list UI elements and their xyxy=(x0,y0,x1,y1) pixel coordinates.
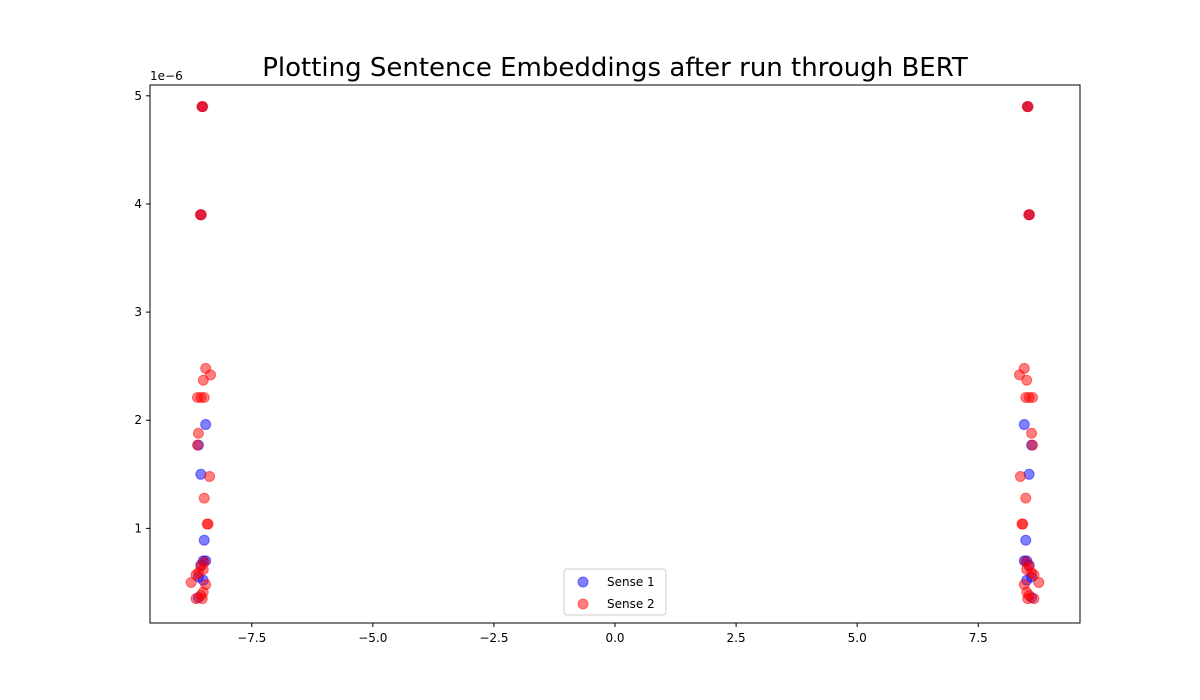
x-tick-label: 5.0 xyxy=(848,631,867,645)
point-sense-2 xyxy=(205,369,217,381)
point-sense-2 xyxy=(1026,427,1038,439)
point-sense-2 xyxy=(1014,470,1026,482)
x-tick-label: −5.0 xyxy=(358,631,387,645)
x-tick-label: −7.5 xyxy=(237,631,266,645)
point-sense-1 xyxy=(1020,534,1032,546)
y-tick-label: 1 xyxy=(134,521,142,535)
point-sense-2 xyxy=(198,492,210,504)
point-sense-2 xyxy=(1021,101,1033,113)
point-sense-2 xyxy=(1020,392,1032,404)
point-sense-2 xyxy=(1021,374,1033,386)
y-tick-label: 5 xyxy=(134,89,142,103)
x-tick-label: −2.5 xyxy=(479,631,508,645)
point-sense-2 xyxy=(195,209,207,221)
y-tick-label: 2 xyxy=(134,413,142,427)
legend-marker-sense-1 xyxy=(577,576,589,588)
point-sense-2 xyxy=(1022,593,1034,605)
point-sense-2 xyxy=(1027,439,1039,451)
y-tick-label: 3 xyxy=(134,305,142,319)
y-axis: 1 2 3 4 5 xyxy=(134,89,150,535)
legend-box xyxy=(563,568,667,616)
point-sense-1 xyxy=(200,419,212,431)
x-tick-label: 0.0 xyxy=(605,631,624,645)
point-sense-2 xyxy=(1020,492,1032,504)
points-layer xyxy=(185,101,1045,605)
x-tick-label: 7.5 xyxy=(969,631,988,645)
point-sense-2 xyxy=(198,392,210,404)
legend-label-sense-1: Sense 1 xyxy=(607,575,655,589)
point-sense-2 xyxy=(1017,518,1029,530)
point-sense-2 xyxy=(185,576,197,588)
point-sense-2 xyxy=(204,470,216,482)
point-sense-2 xyxy=(192,427,204,439)
x-axis: −7.5 −5.0 −2.5 0.0 2.5 5.0 7.5 xyxy=(237,623,988,645)
legend-label-sense-2: Sense 2 xyxy=(607,597,655,611)
point-sense-1 xyxy=(198,534,210,546)
legend-marker-sense-2 xyxy=(577,598,589,610)
point-sense-2 xyxy=(197,101,209,113)
legend: Sense 1 Sense 2 xyxy=(563,568,667,616)
point-sense-2 xyxy=(1033,576,1045,588)
chart-title: Plotting Sentence Embeddings after run t… xyxy=(262,53,968,83)
point-sense-2 xyxy=(201,518,213,530)
point-sense-2 xyxy=(196,593,208,605)
y-offset-label: 1e−6 xyxy=(150,69,183,83)
point-sense-2 xyxy=(197,374,209,386)
x-tick-label: 2.5 xyxy=(727,631,746,645)
plot-frame xyxy=(149,84,1081,624)
point-sense-2 xyxy=(1013,369,1025,381)
point-sense-1 xyxy=(1018,419,1030,431)
point-sense-2 xyxy=(191,439,203,451)
y-tick-label: 4 xyxy=(134,197,142,211)
point-sense-2 xyxy=(1023,209,1035,221)
